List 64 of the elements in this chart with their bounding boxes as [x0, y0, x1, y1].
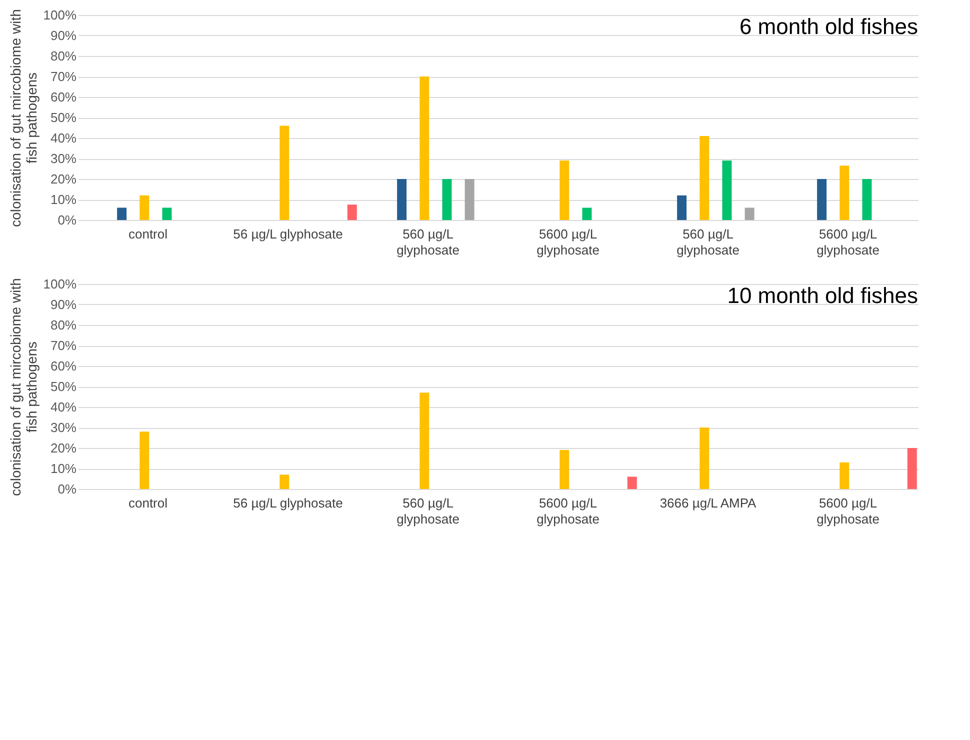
y-tick-label: 80% — [50, 48, 77, 64]
bar — [907, 448, 917, 489]
y-tick-label: 90% — [50, 297, 77, 312]
bar — [700, 136, 710, 220]
x-tick-label: 56 µg/L glyphosate — [233, 226, 343, 242]
y-axis-title: colonisation of gut mircobiome with fish pathogens — [7, 278, 40, 496]
chart-title: 10 month old fishes — [727, 283, 918, 308]
y-tick-label: 10% — [50, 192, 77, 207]
bar — [560, 160, 570, 220]
y-tick-label: 60% — [50, 90, 77, 104]
y-tick-label: 100% — [43, 8, 77, 22]
y-tick-label: 50% — [50, 379, 77, 394]
x-tick-label: 560 µg/L glyphosate — [676, 226, 740, 258]
bar — [442, 179, 452, 220]
x-tick-label: 5600 µg/L glyphosate — [816, 226, 880, 258]
y-tick-label: 20% — [50, 172, 77, 186]
y-tick-label: 20% — [50, 440, 77, 456]
y-tick-label: 100% — [43, 276, 77, 292]
bar — [162, 208, 172, 220]
bar — [140, 195, 150, 220]
bar — [420, 76, 430, 220]
bar — [560, 450, 570, 489]
bar — [420, 392, 430, 489]
bar — [347, 204, 357, 220]
y-tick-label: 60% — [50, 358, 77, 374]
bar — [280, 126, 290, 220]
y-tick-label: 50% — [50, 110, 77, 125]
y-tick-label: 70% — [50, 69, 77, 84]
x-tick-label: 5600 µg/L glyphosate — [536, 226, 600, 258]
y-tick-label: 80% — [50, 318, 77, 332]
x-tick-label: 5600 µg/L glyphosate — [536, 496, 600, 526]
x-tick-label: 560 µg/L glyphosate — [396, 226, 460, 258]
bar — [722, 160, 732, 220]
y-tick-label: 0% — [58, 212, 77, 228]
bar — [840, 166, 850, 220]
bar — [464, 179, 474, 220]
y-axis-title: colonisation of gut mircobiome with fish pathogens — [7, 9, 40, 227]
bar — [397, 179, 407, 220]
y-tick-label: 10% — [50, 461, 77, 476]
bar — [862, 179, 872, 220]
x-tick-label: 56 µg/L glyphosate — [233, 496, 343, 510]
bar — [677, 195, 687, 220]
chart-title: 6 month old fishes — [739, 14, 918, 39]
y-tick-label: 90% — [50, 28, 77, 43]
x-tick-label: control — [128, 496, 168, 510]
x-tick-label: 5600 µg/L glyphosate — [816, 496, 880, 526]
bar — [744, 208, 754, 220]
x-tick-label: 560 µg/L glyphosate — [396, 496, 460, 526]
y-tick-label: 40% — [50, 400, 77, 414]
x-tick-label: 3666 µg/L AMPA — [660, 496, 757, 510]
y-tick-label: 40% — [50, 130, 77, 146]
bar — [840, 462, 850, 489]
y-tick-label: 30% — [50, 420, 77, 435]
bar — [117, 208, 127, 220]
y-tick-label: 0% — [58, 482, 77, 496]
bar — [627, 476, 637, 489]
bar — [700, 428, 710, 489]
bar — [582, 208, 592, 220]
bar — [817, 179, 827, 220]
y-tick-label: 70% — [50, 338, 77, 353]
x-tick-label: control — [128, 226, 168, 242]
bar — [280, 474, 290, 489]
y-tick-label: 30% — [50, 151, 77, 166]
bar — [140, 432, 150, 489]
